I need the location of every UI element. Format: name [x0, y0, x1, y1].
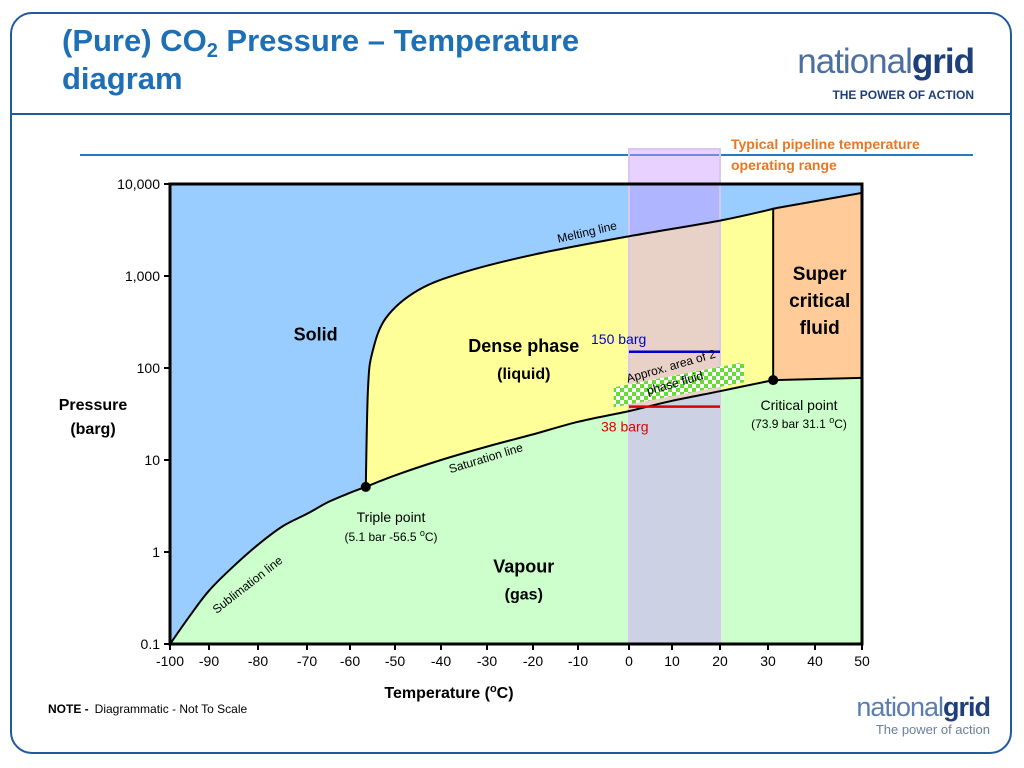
x-tick-label: -20: [523, 653, 543, 669]
line-38-label: 38 barg: [601, 419, 648, 435]
slide-frame: [10, 12, 1012, 754]
vapour-label: (gas): [505, 586, 543, 603]
chart-top-rule: [80, 154, 973, 156]
y-tick-label: 1,000: [125, 268, 160, 284]
header-divider: [12, 113, 1012, 115]
logo-word-light: national: [797, 42, 913, 81]
title-subscript: 2: [206, 40, 218, 62]
x-tick-label: -80: [248, 653, 268, 669]
y-tick-label: 0.1: [141, 636, 161, 652]
supercritical-label: fluid: [800, 318, 840, 339]
logo-bottom-tagline: The power of action: [875, 722, 990, 737]
saturation-line: [365, 379, 774, 488]
x-tick-label: 10: [664, 653, 680, 669]
x-tick-label: 40: [807, 653, 823, 669]
title-text-line2: diagram: [62, 61, 183, 96]
x-tick-label: 20: [712, 653, 728, 669]
slide-title: (Pure) CO2 Pressure – Temperature diagra…: [62, 22, 579, 98]
x-tick-label: -10: [568, 653, 588, 669]
note: NOTE - Diagrammatic - Not To Scale: [48, 702, 247, 716]
y-axis-label-line2: (barg): [70, 421, 115, 438]
critical-point-label: Critical point: [760, 397, 837, 413]
logo-word-bold: grid: [911, 42, 975, 81]
title-text-post: Pressure – Temperature: [217, 23, 580, 58]
pipeline-range-label-line1: Typical pipeline temperature: [731, 136, 920, 152]
region-dense-phase: [365, 207, 778, 487]
note-text: Diagrammatic - Not To Scale: [94, 702, 248, 716]
x-tick-label: 0: [625, 653, 633, 669]
y-tick-label: 1: [152, 544, 160, 560]
national-grid-logo-top: nationalgrid THE POWER OF ACTION: [766, 40, 975, 102]
x-tick-label: -50: [385, 653, 405, 669]
note-label: NOTE -: [48, 702, 89, 716]
supercritical-boundary-line: [773, 376, 863, 382]
supercritical-label: Super: [793, 264, 847, 285]
region-supercritical: [773, 192, 862, 381]
logo-bottom-word-light: national: [856, 692, 944, 722]
line-150-label: 150 barg: [591, 331, 646, 347]
dense-phase-label: Dense phase: [468, 336, 579, 356]
critical-point-sublabel: (73.9 bar 31.1 oC): [751, 415, 847, 431]
x-axis-label: Temperature (oC): [384, 683, 513, 702]
two-phase-area: [613, 362, 744, 408]
x-tick-label: 50: [854, 653, 870, 669]
region-vapour: [170, 377, 862, 644]
x-tick-label: -70: [297, 653, 317, 669]
triple-point: [360, 481, 371, 492]
y-tick-label: 100: [137, 360, 161, 376]
solid-label: Solid: [294, 324, 338, 344]
x-tick-label: -30: [477, 653, 497, 669]
national-grid-logo-bottom: nationalgrid The power of action: [818, 692, 991, 737]
plot-border: [168, 182, 864, 646]
x-tick-label: -90: [199, 653, 219, 669]
logo-tagline: THE POWER OF ACTION: [832, 88, 974, 102]
supercritical-label: critical: [789, 291, 850, 312]
x-tick-label: 30: [760, 653, 776, 669]
x-tick-label: -100: [156, 653, 184, 669]
logo-bottom-word-bold: grid: [943, 692, 991, 722]
triple-point-sublabel: (5.1 bar -56.5 oC): [344, 528, 437, 544]
x-tick-label: -60: [340, 653, 360, 669]
sublimation-line: [169, 485, 367, 645]
y-tick-label: 10: [144, 452, 160, 468]
triple-point-label: Triple point: [357, 509, 426, 525]
y-axis-label-line1: Pressure: [59, 397, 128, 414]
title-text-pre: (Pure) CO: [62, 23, 207, 58]
vapour-label: Vapour: [493, 556, 554, 576]
x-tick-label: -40: [431, 653, 451, 669]
pipeline-range-label-line2: operating range: [731, 157, 837, 173]
melting-line: [364, 191, 863, 487]
y-tick-label: 10,000: [117, 176, 160, 192]
dense-phase-label: (liquid): [497, 366, 550, 383]
critical-point: [768, 375, 779, 386]
